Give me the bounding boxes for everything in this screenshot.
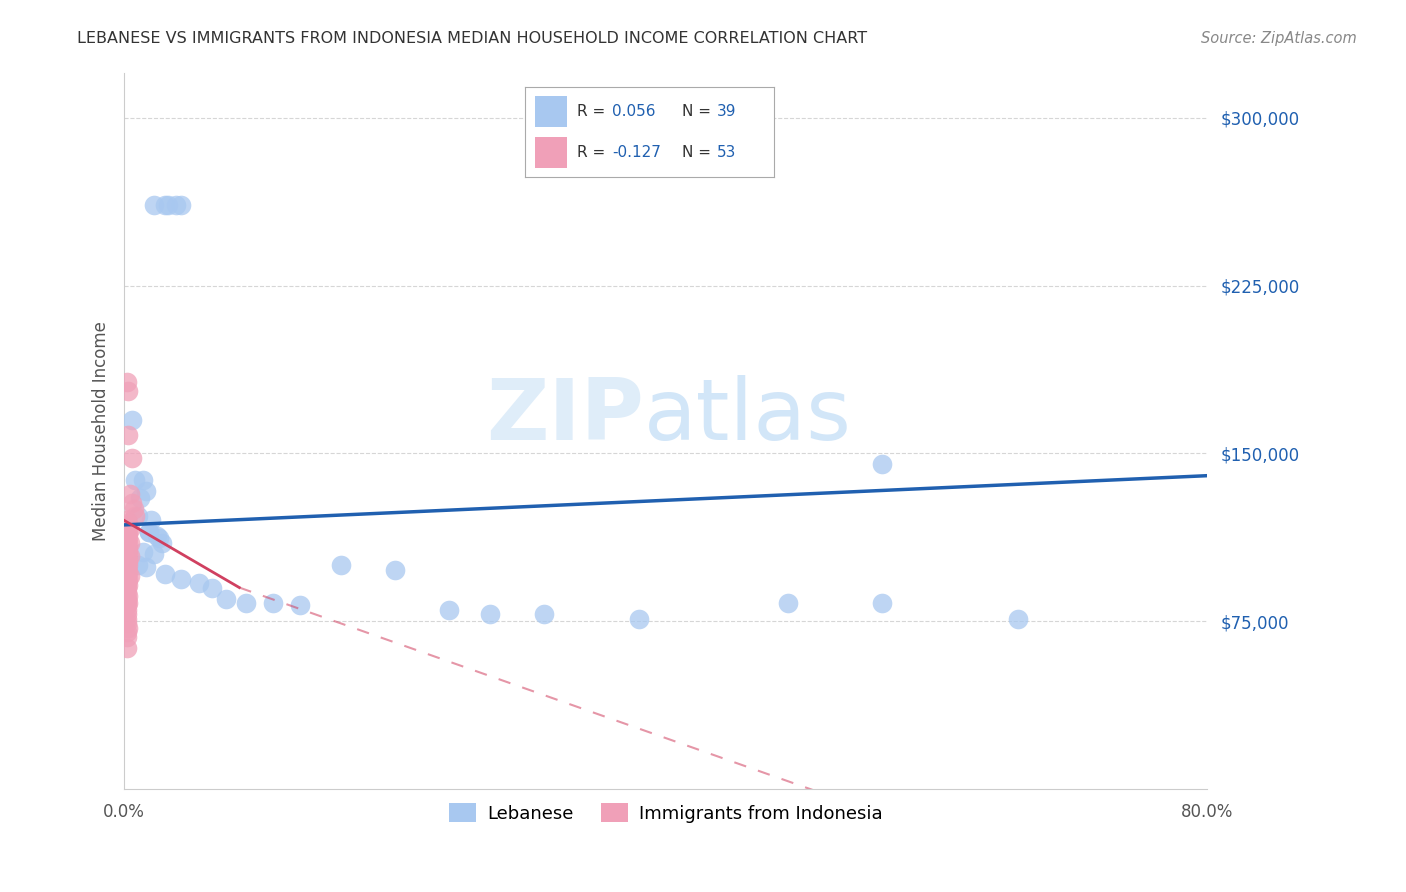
Point [290,599,312,613]
Point [150,536,173,550]
Point [872,596,894,610]
Point [143,547,166,561]
Point [153,567,176,582]
Point [127,508,149,523]
Point [115,591,138,606]
Point [115,524,138,539]
Point [187,576,209,591]
Point [129,491,152,505]
Text: Source: ZipAtlas.com: Source: ZipAtlas.com [1201,31,1357,46]
Point [138,524,160,539]
Point [117,428,139,442]
Point [117,558,139,573]
Point [115,625,138,640]
Point [117,384,139,398]
Y-axis label: Median Household Income: Median Household Income [93,321,110,541]
Point [117,578,139,592]
Point [117,520,139,534]
Point [117,572,139,586]
Point [115,581,138,595]
Point [215,591,238,606]
Point [170,572,193,586]
Point [117,621,139,635]
Point [124,473,146,487]
Point [122,502,145,516]
Point [115,607,138,622]
Legend: Lebanese, Immigrants from Indonesia: Lebanese, Immigrants from Indonesia [441,797,890,830]
Point [141,513,163,527]
Point [115,594,138,608]
Point [170,198,193,212]
Point [872,458,894,472]
Point [117,596,139,610]
Point [115,585,138,599]
Point [115,612,138,626]
Point [118,486,141,500]
Point [115,551,138,566]
Point [156,198,179,212]
Point [118,536,141,550]
Text: atlas: atlas [644,376,852,458]
Point [115,576,138,591]
Point [115,599,138,613]
Point [121,413,143,427]
Point [117,547,139,561]
Point [115,567,138,582]
Point [776,596,799,610]
Point [235,596,257,610]
Point [115,603,138,617]
Point [115,556,138,570]
Point [145,529,167,543]
Point [115,513,138,527]
Point [115,574,138,588]
Point [121,495,143,509]
Text: ZIP: ZIP [486,376,644,458]
Point [115,545,138,559]
Point [135,484,157,499]
Point [115,630,138,644]
Point [148,531,170,545]
Point [115,563,138,577]
Point [478,607,501,622]
Point [329,558,352,573]
Point [118,522,141,536]
Point [1007,612,1029,626]
Point [132,545,155,559]
Point [627,612,650,626]
Point [117,531,139,545]
Point [115,541,138,555]
Point [121,450,143,465]
Point [118,549,141,564]
Point [117,538,139,552]
Point [138,524,160,539]
Point [118,569,141,583]
Text: LEBANESE VS IMMIGRANTS FROM INDONESIA MEDIAN HOUSEHOLD INCOME CORRELATION CHART: LEBANESE VS IMMIGRANTS FROM INDONESIA ME… [77,31,868,46]
Point [117,590,139,604]
Point [384,563,406,577]
Point [117,554,139,568]
Point [437,603,460,617]
Point [132,473,155,487]
Point [115,616,138,631]
Point [201,581,224,595]
Point [115,560,138,574]
Point [115,517,138,532]
Point [533,607,555,622]
Point [127,558,149,573]
Point [117,516,139,530]
Point [124,508,146,523]
Point [115,533,138,548]
Point [117,526,139,541]
Point [135,560,157,574]
Point [115,375,138,389]
Point [115,529,138,543]
Point [117,542,139,557]
Point [117,565,139,579]
Point [143,198,166,212]
Point [165,198,187,212]
Point [115,640,138,655]
Point [262,596,284,610]
Point [153,198,176,212]
